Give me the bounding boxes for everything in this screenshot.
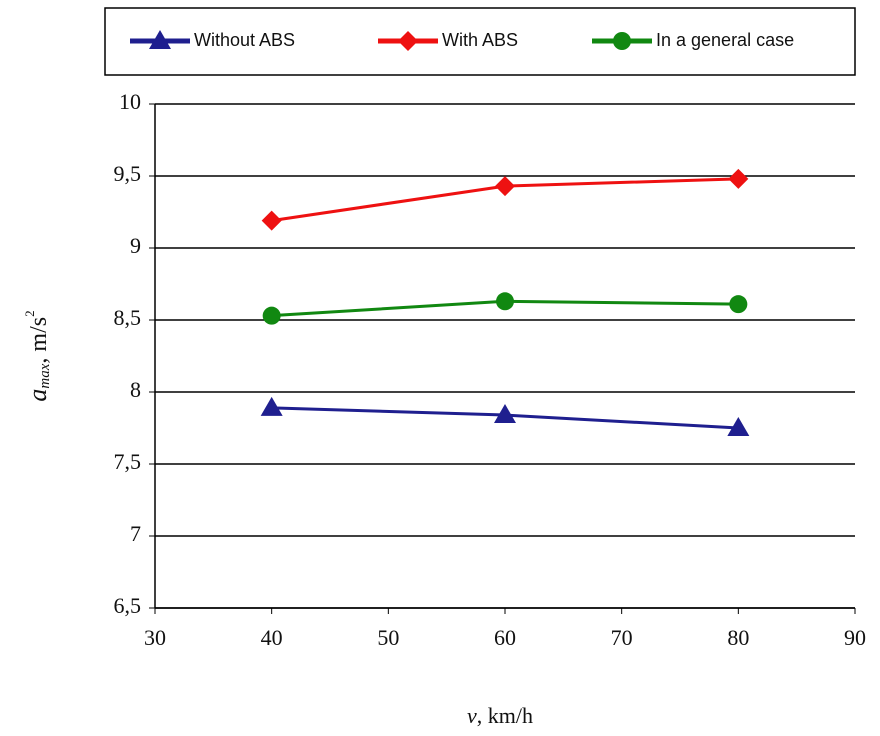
y-tick-label: 8 xyxy=(130,377,141,402)
legend-marker xyxy=(613,32,631,50)
x-tick-label: 30 xyxy=(144,625,166,650)
data-point xyxy=(727,417,750,436)
y-axis-label: amax, m/s2 xyxy=(22,310,53,401)
y-label-superscript: 2 xyxy=(22,310,37,317)
y-tick-label: 7 xyxy=(130,521,141,546)
legend-marker xyxy=(398,31,418,51)
y-tick-label: 8,5 xyxy=(114,305,142,330)
x-label-unit: , km/h xyxy=(477,703,533,728)
y-tick-label: 9 xyxy=(130,233,141,258)
y-tick-label: 10 xyxy=(119,89,141,114)
x-axis-label: v, km/h xyxy=(467,703,533,728)
x-tick-label: 40 xyxy=(261,625,283,650)
y-tick-label: 6,5 xyxy=(114,593,142,618)
legend-marker xyxy=(149,30,171,49)
y-tick-label: 7,5 xyxy=(114,449,142,474)
x-tick-label: 90 xyxy=(844,625,866,650)
legend-label: In a general case xyxy=(656,30,794,50)
data-point xyxy=(728,168,749,189)
data-point xyxy=(260,396,283,416)
legend-label: With ABS xyxy=(442,30,518,50)
data-point xyxy=(495,176,515,197)
data-point xyxy=(496,292,514,311)
data-point xyxy=(262,306,281,325)
legend-box xyxy=(104,7,856,76)
x-tick-label: 60 xyxy=(494,625,516,650)
x-tick-label: 70 xyxy=(611,625,633,650)
legend-label: Without ABS xyxy=(194,30,295,50)
data-point xyxy=(261,210,282,231)
y-label-symbol: a xyxy=(23,389,52,402)
y-tick-label: 9,5 xyxy=(114,161,142,186)
x-label-symbol: v xyxy=(467,703,477,728)
data-point xyxy=(729,295,748,314)
data-point xyxy=(494,404,516,424)
y-label-unit: , m/s xyxy=(26,317,52,364)
x-tick-label: 80 xyxy=(727,625,749,650)
y-label-subscript: max xyxy=(37,363,53,388)
x-tick-label: 50 xyxy=(377,625,399,650)
